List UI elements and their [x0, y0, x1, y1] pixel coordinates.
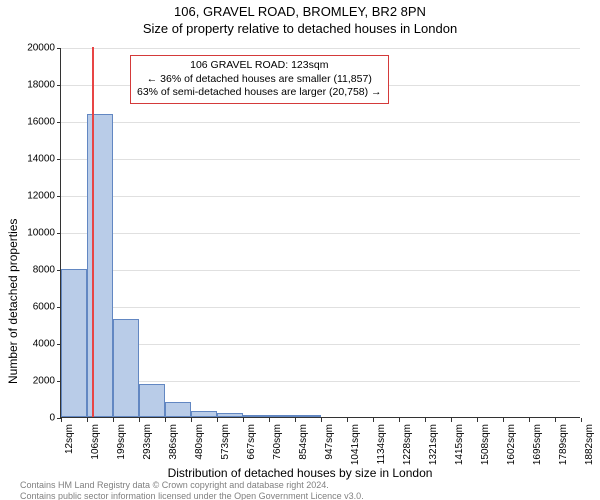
histogram-bar	[243, 415, 269, 417]
xtick-mark	[139, 418, 140, 422]
histogram-bar	[139, 384, 165, 417]
ytick-mark	[57, 196, 61, 197]
chart-plot-area: 0200040006000800010000120001400016000180…	[60, 48, 580, 418]
xtick-label: 1695sqm	[532, 424, 543, 465]
xtick-mark	[451, 418, 452, 422]
property-marker-line	[92, 47, 94, 417]
xtick-label: 1508sqm	[480, 424, 491, 465]
gridline	[61, 233, 580, 234]
xtick-mark	[113, 418, 114, 422]
ytick-label: 2000	[15, 376, 55, 387]
ytick-label: 6000	[15, 302, 55, 313]
xtick-label: 480sqm	[194, 424, 205, 460]
annotation-line-2: ← 36% of detached houses are smaller (11…	[137, 73, 382, 87]
ytick-label: 16000	[15, 117, 55, 128]
xtick-mark	[269, 418, 270, 422]
ytick-mark	[57, 85, 61, 86]
xtick-mark	[321, 418, 322, 422]
xtick-label: 573sqm	[220, 424, 231, 460]
xtick-label: 854sqm	[298, 424, 309, 460]
gridline	[61, 159, 580, 160]
xtick-mark	[61, 418, 62, 422]
xtick-mark	[581, 418, 582, 422]
ytick-mark	[57, 122, 61, 123]
xtick-label: 386sqm	[168, 424, 179, 460]
xtick-label: 1415sqm	[454, 424, 465, 465]
xtick-label: 1602sqm	[506, 424, 517, 465]
histogram-bar	[217, 413, 243, 417]
xtick-label: 1882sqm	[584, 424, 595, 465]
ytick-label: 10000	[15, 228, 55, 239]
xtick-label: 1134sqm	[376, 424, 387, 464]
chart-subtitle: Size of property relative to detached ho…	[0, 21, 600, 36]
ytick-label: 20000	[15, 43, 55, 54]
xtick-mark	[165, 418, 166, 422]
gridline	[61, 307, 580, 308]
xtick-label: 1321sqm	[428, 424, 439, 465]
histogram-bar	[113, 319, 139, 417]
xtick-mark	[477, 418, 478, 422]
xtick-label: 293sqm	[142, 424, 153, 460]
xtick-label: 667sqm	[246, 424, 257, 460]
xtick-mark	[399, 418, 400, 422]
xtick-mark	[347, 418, 348, 422]
histogram-bar	[191, 411, 217, 417]
xtick-label: 12sqm	[64, 424, 75, 454]
x-axis-label: Distribution of detached houses by size …	[0, 466, 600, 480]
ytick-mark	[57, 159, 61, 160]
ytick-label: 4000	[15, 339, 55, 350]
ytick-mark	[57, 233, 61, 234]
histogram-bar	[165, 402, 191, 417]
ytick-mark	[57, 48, 61, 49]
xtick-label: 947sqm	[324, 424, 335, 460]
gridline	[61, 270, 580, 271]
histogram-bar	[295, 415, 321, 417]
ytick-label: 18000	[15, 80, 55, 91]
xtick-label: 1789sqm	[558, 424, 569, 465]
gridline	[61, 48, 580, 49]
ytick-label: 14000	[15, 154, 55, 165]
chart-title: 106, GRAVEL ROAD, BROMLEY, BR2 8PN	[0, 4, 600, 19]
ytick-label: 12000	[15, 191, 55, 202]
footer-line-2: Contains public sector information licen…	[20, 491, 364, 500]
gridline	[61, 122, 580, 123]
xtick-mark	[425, 418, 426, 422]
annotation-line-1: 106 GRAVEL ROAD: 123sqm	[137, 59, 382, 73]
xtick-mark	[529, 418, 530, 422]
xtick-mark	[373, 418, 374, 422]
xtick-label: 199sqm	[116, 424, 127, 460]
xtick-label: 1228sqm	[402, 424, 413, 465]
histogram-bar	[269, 415, 295, 417]
xtick-mark	[503, 418, 504, 422]
xtick-mark	[87, 418, 88, 422]
annotation-line-3: 63% of semi-detached houses are larger (…	[137, 86, 382, 100]
gridline	[61, 196, 580, 197]
xtick-label: 1041sqm	[350, 424, 361, 465]
ytick-label: 8000	[15, 265, 55, 276]
xtick-mark	[295, 418, 296, 422]
xtick-label: 760sqm	[272, 424, 283, 460]
xtick-mark	[217, 418, 218, 422]
xtick-mark	[243, 418, 244, 422]
footer-attribution: Contains HM Land Registry data © Crown c…	[20, 480, 364, 500]
histogram-bar	[61, 269, 87, 417]
ytick-label: 0	[15, 413, 55, 424]
xtick-label: 106sqm	[90, 424, 101, 460]
xtick-mark	[191, 418, 192, 422]
property-annotation-box: 106 GRAVEL ROAD: 123sqm ← 36% of detache…	[130, 55, 389, 104]
footer-line-1: Contains HM Land Registry data © Crown c…	[20, 480, 364, 491]
xtick-mark	[555, 418, 556, 422]
